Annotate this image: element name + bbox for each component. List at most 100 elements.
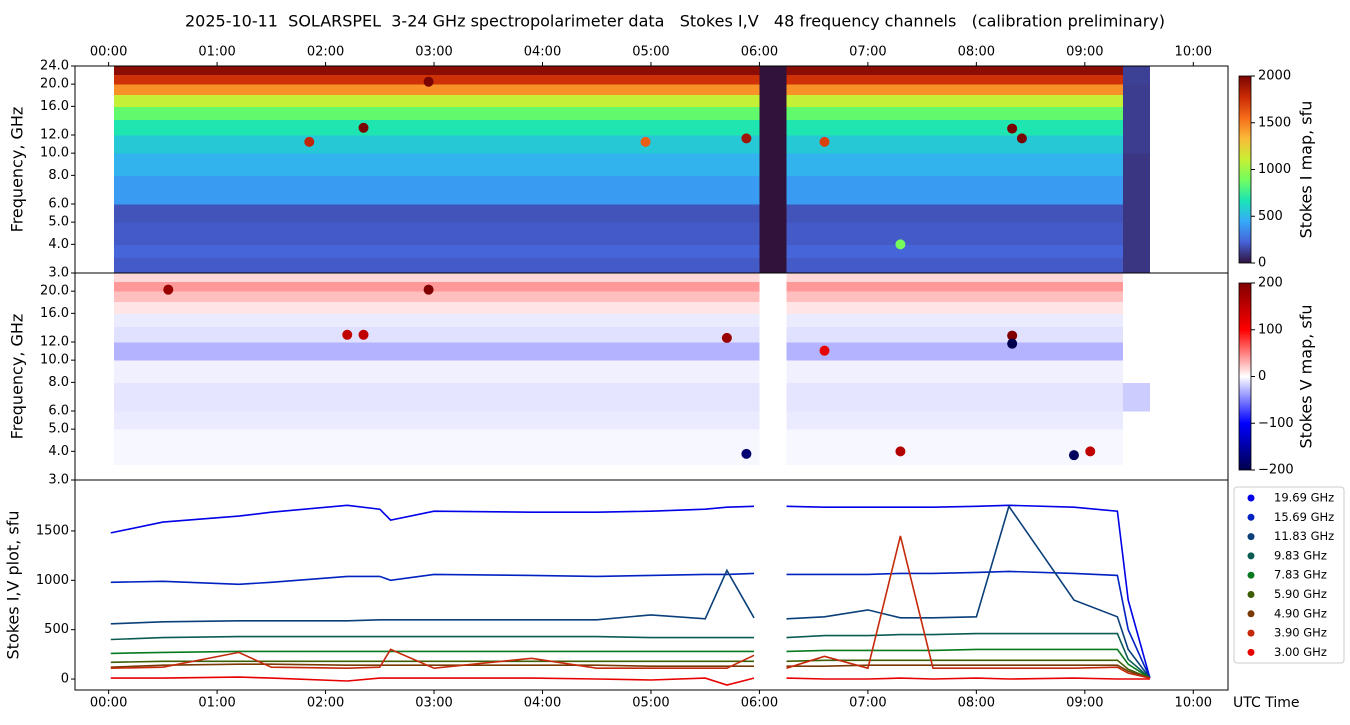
x-tick-label: 09:00 [1066,696,1103,711]
y-tick-label: 10.0 [40,353,69,368]
heat-cell [759,94,787,107]
heat-cell [114,119,760,136]
x-tick-label: 06:00 [741,45,778,60]
panel: 0 500 1000 1500 2000 Stokes I map, sfu 3.0 4.0 5… [8,45,1316,281]
heat-cell [786,464,1123,480]
y-tick-label: 10.0 [40,146,69,161]
heat-cell [114,257,760,273]
burst [1085,446,1096,457]
heat-cell [1122,451,1150,466]
heat-cell [114,326,760,343]
heat-cell [759,135,787,154]
heat-cell [786,429,1123,452]
heat-cell [786,281,1123,292]
panel: 19.69 GHz 15.69 GHz 11.83 GHz 9.83 GHz 7.83 … [4,479,1345,711]
colorbar-tick-label: 1500 [1258,115,1291,130]
x-tick-label: 10:00 [1175,696,1212,711]
heat-cell [114,342,760,361]
heat-cell [1122,273,1150,283]
heat-cell [786,411,1123,430]
series-line [110,570,1151,679]
x-tick-label: 03:00 [415,45,452,60]
heat-cell [1122,301,1150,314]
legend-label: 15.69 GHz [1274,510,1334,524]
heat-cell [1122,313,1150,328]
series-line [110,676,1150,686]
heat-cell [759,326,787,343]
y-tick-label: 3.0 [48,266,69,281]
heat-cell [786,66,1123,76]
heat-cell [759,204,787,223]
series-line [110,648,1151,679]
burst [819,345,830,356]
heat-cell [759,273,787,283]
heat-cell [759,382,787,412]
heat-cell [759,106,787,121]
heat-cell [114,464,760,480]
x-tick-label: 08:00 [958,696,995,711]
y-tick-label: 12.0 [40,128,69,143]
heat-cell [1122,119,1150,136]
legend-marker [1247,591,1255,598]
y-tick-label: 20.0 [40,77,69,92]
legend-marker [1247,552,1255,560]
colorbar-tick-label: 500 [1258,209,1283,224]
legend-label: 5.90 GHz [1274,587,1327,601]
heat-cell [114,451,760,466]
heat-cell [114,175,760,205]
heat-cell [1122,153,1150,176]
heat-cell [786,74,1123,85]
legend-label: 11.83 GHz [1274,529,1334,543]
heat-cell [759,74,787,85]
burst [423,284,434,295]
x-tick-label: 06:00 [741,696,778,711]
legend-marker [1247,571,1255,579]
heat-cell [1122,66,1150,76]
colorbar-tick-label: 1000 [1258,162,1291,177]
y-tick-label: 5.0 [48,215,69,230]
plot-area [114,66,1150,273]
heat-cell [786,342,1123,361]
colorbar-tick-label: 0 [1258,369,1266,384]
heat-cell [759,342,787,361]
heat-cell [114,74,760,85]
heat-cell [114,153,760,176]
heat-cell [114,66,760,76]
x-tick-label: 02:00 [307,696,344,711]
x-tick-label: 00:00 [90,696,127,711]
series-line [110,659,1151,679]
heat-cell [1122,74,1150,85]
burst [304,136,315,147]
heat-cell [786,301,1123,314]
heat-cell [759,429,787,452]
series-line [110,504,1151,679]
x-tick-label: 07:00 [849,45,886,60]
axes-frame [74,479,1229,691]
burst [1007,338,1018,349]
heat-cell [786,244,1123,259]
x-tick-label: 08:00 [958,45,995,60]
heat-cell [114,244,760,259]
heat-cell [759,360,787,383]
plot-area [110,504,1151,686]
heat-cell [1122,204,1150,223]
heat-cell [1122,382,1150,412]
heat-cell [114,222,760,245]
legend-frame [1233,486,1345,664]
heat-cell [1122,135,1150,154]
heat-cell [1122,222,1150,245]
heat-cell [759,451,787,466]
plot-area [114,273,1150,480]
legend-marker [1247,648,1255,656]
colorbar [1238,75,1252,264]
legend-marker [1247,494,1255,502]
heat-cell [759,257,787,273]
colorbar-tick-label: −100 [1258,416,1294,431]
y-axis-label: Frequency, GHz [8,314,27,440]
burst [423,76,434,87]
burst [741,448,752,459]
heat-cell [759,281,787,292]
colorbar-tick-label: 100 [1258,322,1283,337]
heat-cell [759,464,787,480]
